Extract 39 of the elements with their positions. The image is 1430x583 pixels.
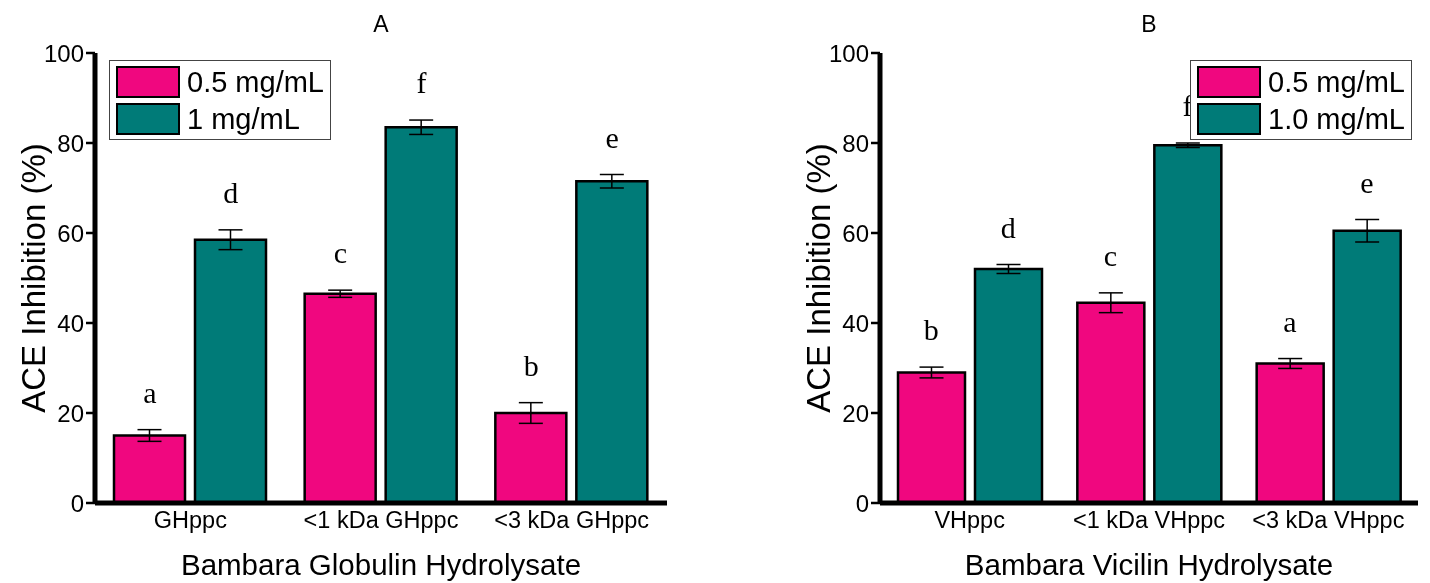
y-tick-label: 80 <box>57 129 84 157</box>
annotation: f <box>416 65 427 99</box>
annotation: d <box>1000 210 1016 243</box>
y-axis-title: ACE Inhibition (%) <box>14 143 52 413</box>
annotation: b <box>923 312 939 346</box>
x-tick-label: <1 kDa VHppc <box>1072 506 1226 533</box>
x-tick-label: GHppc <box>153 506 228 533</box>
y-tick-label: 60 <box>842 219 869 247</box>
y-tick-label: 100 <box>43 39 84 67</box>
annotation: d <box>223 175 239 209</box>
legend-label: 1 mg/mL <box>187 101 300 136</box>
y-tick-label: 0 <box>70 489 84 517</box>
annotation: e <box>1360 165 1374 198</box>
x-tick-label: <1 kDa GHppc <box>303 506 459 533</box>
chart-title: A <box>372 10 390 38</box>
x-axis-title: Bambara Globulin Hydrolysate <box>180 548 582 581</box>
y-tick-label: 40 <box>842 309 869 337</box>
y-tick-label: 60 <box>57 219 84 247</box>
x-axis-title: Bambara Vicilin Hydrolysate <box>964 548 1334 581</box>
annotation: e <box>605 120 619 153</box>
annotation: b <box>523 348 539 382</box>
annotation: a <box>1283 304 1297 338</box>
annotation: c <box>1103 238 1118 272</box>
y-tick-label: 40 <box>57 309 84 337</box>
y-tick-label: 0 <box>855 489 869 517</box>
x-tick-label: <3 kDa GHppc <box>494 506 650 533</box>
y-tick-label: 80 <box>842 129 869 157</box>
y-tick-label: 100 <box>828 39 869 67</box>
y-tick-label: 20 <box>57 399 84 427</box>
legend-label: 0.5 mg/mL <box>187 64 324 99</box>
legend-label: 1.0 mg/mL <box>1268 101 1405 136</box>
annotation: a <box>143 375 157 409</box>
x-tick-label: VHppc <box>934 506 1006 533</box>
chart-title: B <box>1140 10 1158 38</box>
legend-label: 0.5 mg/mL <box>1268 64 1405 99</box>
y-tick-label: 20 <box>842 399 869 427</box>
y-axis-title: ACE Inhibition (%) <box>799 143 837 413</box>
annotation: c <box>333 235 348 269</box>
x-tick-label: <3 kDa VHppc <box>1252 506 1405 533</box>
